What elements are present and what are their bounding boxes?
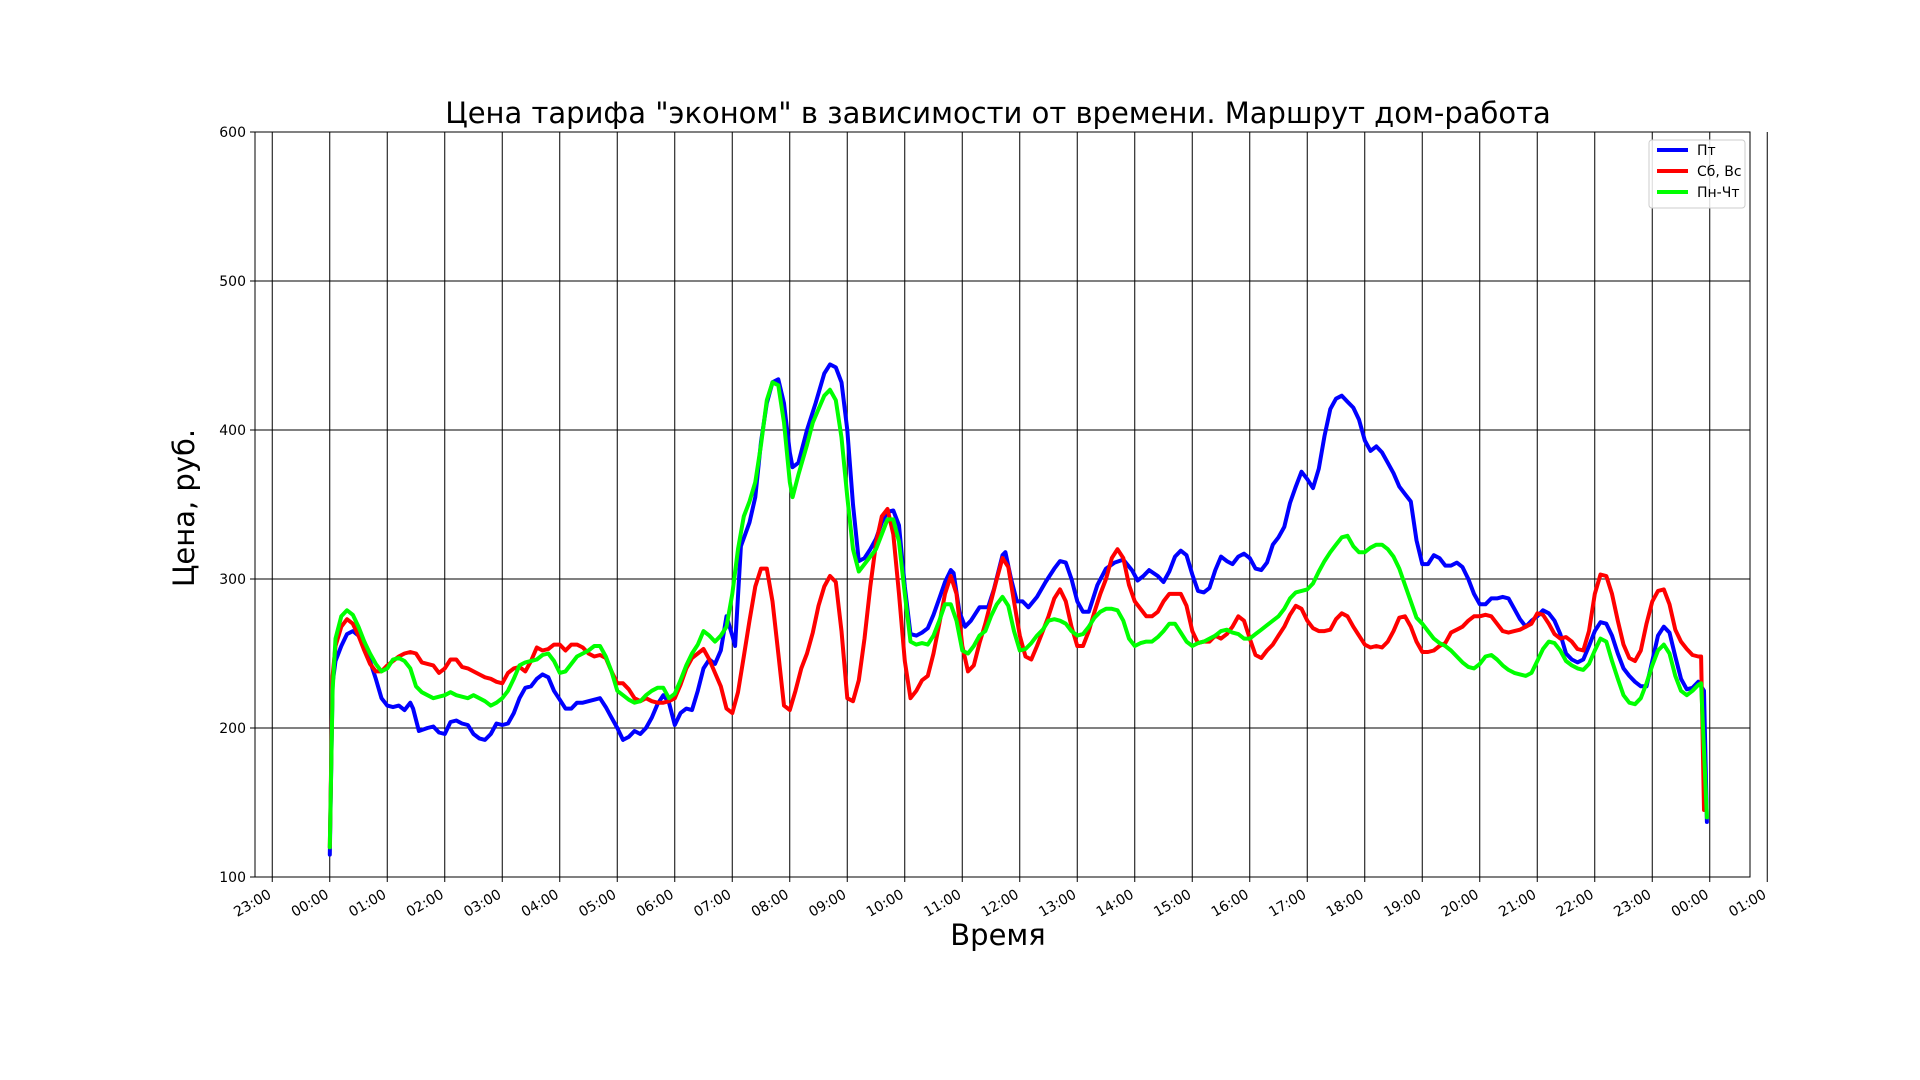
legend: Пт Сб, Вс Пн-Чт (1648, 139, 1746, 209)
legend-label-3: Пн-Чт (1697, 185, 1740, 201)
y-axis-label: Цена, руб. (167, 429, 201, 587)
series-lines (327, 362, 1709, 857)
series-line-3 (327, 380, 1709, 850)
x-axis-label: Время (950, 918, 1045, 952)
legend-label-1: Пт (1697, 143, 1716, 159)
y-tick-label: 400 (219, 423, 246, 439)
y-tick-label: 300 (219, 572, 246, 588)
series-line-2 (327, 507, 1706, 850)
y-tick-label: 600 (219, 125, 246, 141)
legend-label-2: Сб, Вс (1697, 164, 1742, 180)
y-tick-label: 200 (219, 721, 246, 737)
plot-frame (254, 131, 1751, 878)
y-tick-label: 100 (219, 870, 246, 886)
chart-title: Цена тарифа "эконом" в зависимости от вр… (445, 96, 1551, 130)
y-tick-label: 500 (219, 274, 246, 290)
